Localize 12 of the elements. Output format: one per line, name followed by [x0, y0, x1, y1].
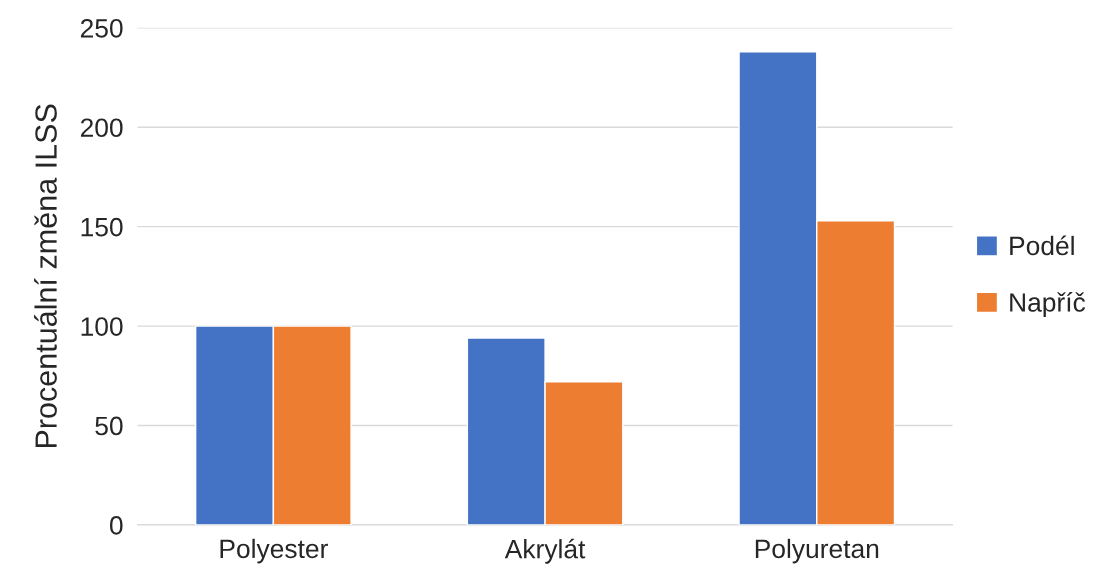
y-tick-label: 200	[80, 118, 123, 138]
y-tick-label: 50	[95, 416, 123, 436]
x-tick-label: Polyester	[220, 538, 328, 564]
legend-label: Napříč	[1010, 292, 1086, 318]
y-axis-title: Procentuální změna ILSS	[34, 104, 57, 448]
y-tick-label: 250	[80, 18, 123, 38]
y-tick-label: 100	[81, 317, 123, 336]
x-tick-label: Akrylát	[504, 538, 586, 564]
x-tick-label: Polyuretan	[755, 538, 879, 564]
legend-label: Podél	[1010, 235, 1074, 256]
y-tick-label: 0	[109, 516, 123, 535]
y-tick-label: 150	[81, 217, 123, 237]
